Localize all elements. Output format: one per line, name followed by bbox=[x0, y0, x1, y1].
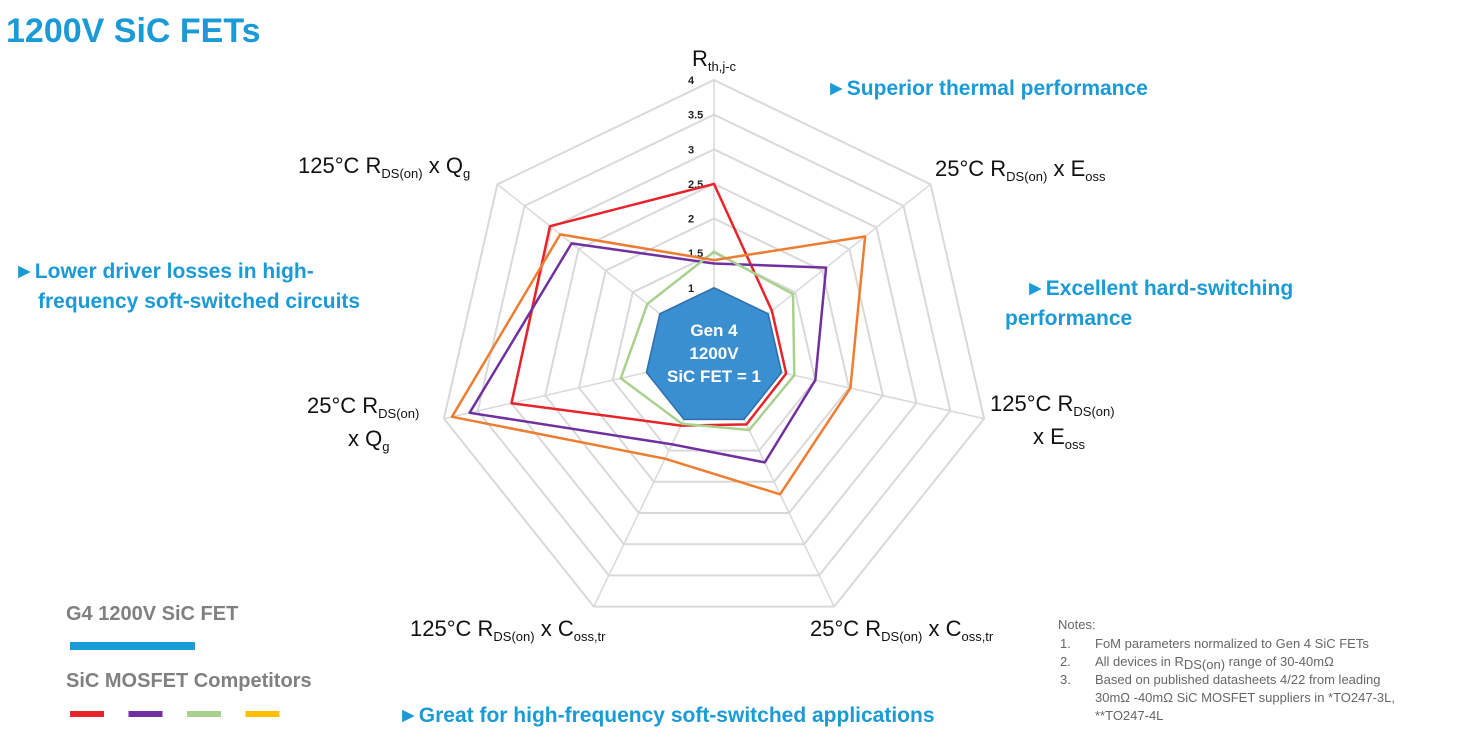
grid-ring bbox=[611, 251, 817, 452]
legend-swatch bbox=[187, 711, 221, 717]
tick-label: 4 bbox=[688, 75, 695, 87]
label-line: 125°C RDS(on) x Qg bbox=[298, 153, 470, 181]
label-part: 125°C R bbox=[990, 391, 1073, 416]
grid-ring bbox=[442, 78, 986, 608]
subscript: oss,tr bbox=[961, 629, 993, 644]
subscript: g bbox=[463, 166, 470, 181]
subscript: DS(on) bbox=[1184, 657, 1225, 672]
tick-label: 2 bbox=[688, 214, 694, 226]
label-line: 125°C RDS(on) x Coss,tr bbox=[410, 616, 606, 644]
subscript: DS(on) bbox=[381, 166, 422, 181]
label-line: 25°C RDS(on) bbox=[307, 393, 419, 421]
series-line bbox=[619, 250, 796, 432]
grid-ring bbox=[510, 148, 918, 546]
subscript: oss,tr bbox=[574, 629, 606, 644]
subscript: th,j-c bbox=[708, 59, 737, 74]
callout: ►Excellent hard-switching bbox=[1025, 277, 1293, 300]
subscript: DS(on) bbox=[378, 406, 419, 421]
label-line: All devices in RDS(on) range of 30-40mΩ bbox=[1095, 654, 1334, 672]
center-label: Gen 4 bbox=[690, 321, 738, 340]
subscript: DS(on) bbox=[1073, 404, 1114, 419]
label-part: 25°C R bbox=[935, 156, 1006, 181]
label-part: 125°C R bbox=[410, 616, 493, 641]
subscript: g bbox=[382, 439, 389, 454]
grid-ring bbox=[577, 217, 851, 483]
callout: ►Lower driver losses in high- bbox=[14, 260, 314, 283]
legend-label: G4 1200V SiC FET bbox=[66, 603, 238, 625]
center-label: SiC FET = 1 bbox=[667, 367, 761, 386]
note-number: 1. bbox=[1060, 636, 1071, 651]
callout: frequency soft-switched circuits bbox=[38, 290, 360, 313]
label-line: Based on published datasheets 4/22 from … bbox=[1095, 672, 1380, 687]
label-line: FoM parameters normalized to Gen 4 SiC F… bbox=[1095, 636, 1369, 651]
label-part: x C bbox=[922, 616, 961, 641]
label-line: 25°C RDS(on) x Eoss bbox=[935, 156, 1106, 184]
legend-label: SiC MOSFET Competitors bbox=[66, 670, 312, 692]
tick-label: 3 bbox=[688, 144, 694, 156]
subscript: oss bbox=[1065, 437, 1086, 452]
label-part: 25°C R bbox=[307, 393, 378, 418]
label-line: 30mΩ -40mΩ SiC MOSFET suppliers in *TO24… bbox=[1095, 690, 1395, 705]
label-line: x Eoss bbox=[1033, 424, 1086, 452]
label-line: Rth,j-c bbox=[692, 46, 737, 74]
legend-swatch bbox=[128, 711, 163, 717]
note-number: 2. bbox=[1060, 654, 1071, 669]
label-line: x Qg bbox=[348, 426, 389, 454]
label-part: **TO247-4L bbox=[1095, 708, 1163, 723]
label-part: All devices in R bbox=[1095, 654, 1184, 669]
notes-heading: Notes: bbox=[1058, 617, 1096, 632]
label-part: x C bbox=[535, 616, 574, 641]
series-line bbox=[450, 233, 867, 496]
title: 1200V SiC FETs bbox=[6, 12, 261, 50]
legend-swatch bbox=[245, 711, 280, 717]
label-part: Based on published datasheets 4/22 from … bbox=[1095, 672, 1380, 687]
label-part: x Q bbox=[423, 153, 463, 178]
callout: ►Great for high-frequency soft-switched … bbox=[398, 704, 935, 727]
label-part: x E bbox=[1047, 156, 1085, 181]
subscript: DS(on) bbox=[493, 629, 534, 644]
reference-area bbox=[645, 286, 783, 421]
subscript: oss bbox=[1085, 169, 1106, 184]
label-part: x E bbox=[1033, 424, 1065, 449]
grid-ring bbox=[476, 113, 952, 577]
subscript: DS(on) bbox=[1006, 169, 1047, 184]
label-part: FoM parameters normalized to Gen 4 SiC F… bbox=[1095, 636, 1369, 651]
label-part: x Q bbox=[348, 426, 382, 451]
center-label: 1200V bbox=[689, 344, 739, 363]
tick-label: 3.5 bbox=[688, 110, 703, 122]
callout: ►Superior thermal performance bbox=[826, 77, 1148, 100]
label-line: 25°C RDS(on) x Coss,tr bbox=[810, 616, 994, 644]
label-part: R bbox=[692, 46, 708, 71]
label-line: 125°C RDS(on) bbox=[990, 391, 1115, 419]
label-part: 30mΩ -40mΩ SiC MOSFET suppliers in *TO24… bbox=[1095, 690, 1395, 705]
series-line bbox=[468, 242, 828, 464]
grid-ring bbox=[544, 182, 884, 514]
label-part: 125°C R bbox=[298, 153, 381, 178]
subscript: DS(on) bbox=[881, 629, 922, 644]
tick-label: 1 bbox=[688, 283, 694, 295]
label-line: **TO247-4L bbox=[1095, 708, 1163, 723]
series-line bbox=[510, 182, 788, 427]
label-part: 25°C R bbox=[810, 616, 881, 641]
legend-swatch bbox=[70, 711, 104, 717]
note-number: 3. bbox=[1060, 672, 1071, 687]
callout: performance bbox=[1005, 307, 1132, 330]
label-part: range of 30-40mΩ bbox=[1225, 654, 1334, 669]
